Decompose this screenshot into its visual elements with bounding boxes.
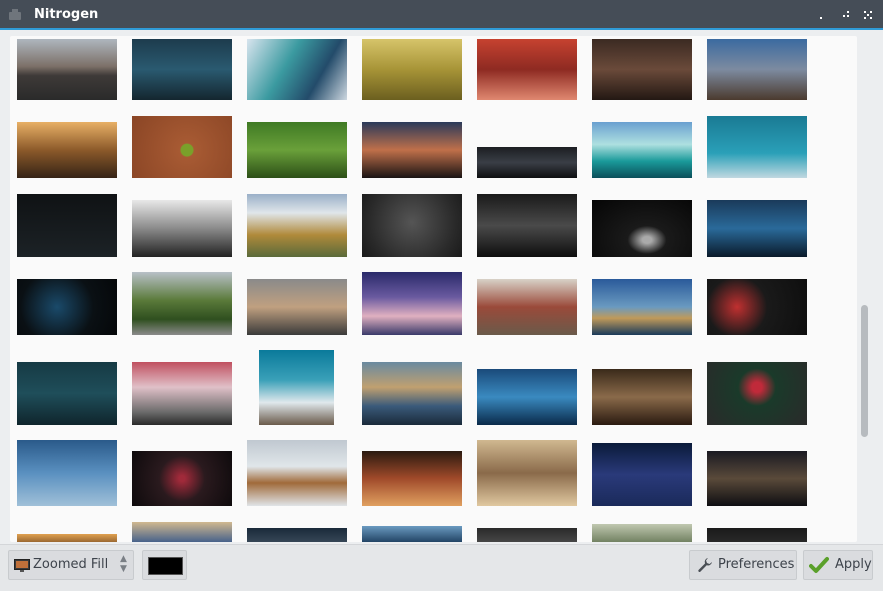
wallpaper-thumbnail-blue-forest[interactable] (132, 39, 232, 100)
wallpaper-thumbnail-dark-logo-blue[interactable] (17, 279, 117, 335)
wallpaper-thumbnail-blue-skyline[interactable] (477, 369, 577, 425)
wallpaper-thumbnail-ubuntu-dark[interactable] (17, 194, 117, 257)
wallpaper-thumbnail-partial-globe[interactable] (132, 522, 232, 542)
wrench-icon (698, 558, 712, 573)
fill-mode-select[interactable]: Zoomed Fill ▲ ▼ (8, 550, 134, 580)
close-icon[interactable] (862, 9, 874, 21)
wallpaper-thumbnail-anime-quote[interactable] (707, 116, 807, 178)
checkmark-icon (809, 557, 829, 573)
color-swatch (148, 557, 183, 575)
wallpaper-thumbnail-red-autumn-trees[interactable] (477, 39, 577, 100)
wallpaper-thumbnail-golden-grass[interactable] (362, 39, 462, 100)
wallpaper-thumbnail-partial-dark3[interactable] (707, 528, 807, 542)
wallpaper-thumbnail-winter-forest[interactable] (247, 440, 347, 506)
scrollbar-track[interactable] (858, 36, 872, 542)
scrollbar-thumb[interactable] (861, 305, 868, 437)
wallpaper-thumbnail-gun-table[interactable] (477, 279, 577, 335)
wallpaper-thumbnail-pug[interactable] (247, 279, 347, 335)
background-color-button[interactable] (142, 550, 187, 580)
preferences-button[interactable]: Preferences (689, 550, 797, 580)
wallpaper-thumbnail-husky-ice[interactable] (17, 440, 117, 506)
wallpaper-thumbnail-city-street[interactable] (707, 451, 807, 506)
wallpaper-thumbnail-dark-flowers[interactable] (132, 451, 232, 506)
wallpaper-thumbnail-bw-woman[interactable] (132, 200, 232, 257)
wallpaper-thumbnail-anime-girl-teal[interactable] (247, 39, 347, 100)
wallpaper-thumbnail-road-mountains[interactable] (17, 39, 117, 100)
wallpaper-thumbnail-world-flags[interactable] (707, 279, 807, 335)
apply-label: Apply (835, 557, 872, 572)
wallpaper-thumbnail-blue-city-dusk[interactable] (707, 39, 807, 100)
monitor-icon (14, 559, 30, 572)
wallpaper-thumbnail-dark-car[interactable] (477, 147, 577, 178)
wallpaper-thumbnail-theater-room[interactable] (592, 369, 692, 425)
wallpaper-thumbnail-pink-tree-path[interactable] (132, 362, 232, 425)
wallpaper-thumbnail-city-harbor[interactable] (592, 279, 692, 335)
title-bar[interactable]: Nitrogen (0, 0, 883, 30)
wallpaper-thumbnail-city-reflection[interactable] (592, 443, 692, 506)
wallpaper-thumbnail-dark-car-light[interactable] (592, 200, 692, 257)
app-icon (9, 9, 21, 20)
minimize-icon[interactable] (815, 9, 827, 21)
wallpaper-thumbnail-couple-sunset[interactable] (362, 122, 462, 178)
wallpaper-thumbnail-partial-dark1[interactable] (247, 528, 347, 542)
wallpaper-thumbnail-green-anime[interactable] (707, 362, 807, 425)
wallpaper-grid (10, 36, 857, 542)
maximize-icon[interactable] (840, 9, 852, 21)
wallpaper-thumbnail-partial-blue[interactable] (362, 526, 462, 542)
select-arrows-icon: ▲ ▼ (120, 554, 127, 574)
wallpaper-thumbnail-big-tree-road[interactable] (132, 272, 232, 335)
apply-button[interactable]: Apply (803, 550, 873, 580)
wallpaper-thumbnail-tropical-lake[interactable] (592, 122, 692, 178)
wallpaper-thumbnail-green-frog[interactable] (247, 122, 347, 178)
wallpaper-thumbnail-man-in-room[interactable] (592, 39, 692, 100)
wallpaper-thumbnail-desert-fog[interactable] (477, 440, 577, 506)
wallpaper-thumbnail-city-clouds[interactable] (362, 272, 462, 335)
wallpaper-thumbnail-grey-gradient[interactable] (362, 194, 462, 257)
wallpaper-thumbnail-red-forest[interactable] (362, 451, 462, 506)
wallpaper-thumbnail-mountain-snow[interactable] (259, 350, 334, 425)
wallpaper-thumbnail-partial-orange[interactable] (17, 534, 117, 542)
wallpaper-thumbnail-autumn-valley[interactable] (247, 194, 347, 257)
preferences-label: Preferences (718, 557, 795, 572)
wallpaper-thumbnail-sunset-bridge[interactable] (17, 122, 117, 178)
window-title: Nitrogen (34, 7, 99, 22)
wallpaper-thumbnail-blue-lamp-tree[interactable] (707, 200, 807, 257)
fill-mode-label: Zoomed Fill (33, 557, 109, 572)
wallpaper-thumbnail-partial-light[interactable] (592, 524, 692, 542)
wallpaper-thumbnail-leather-pea[interactable] (132, 116, 232, 178)
wallpaper-thumbnail-night-street[interactable] (477, 194, 577, 257)
wallpaper-thumbnail-ubuntu-mesh[interactable] (17, 362, 117, 425)
wallpaper-thumbnail-bridge-lake[interactable] (362, 362, 462, 425)
wallpaper-thumbnail-partial-dark2[interactable] (477, 528, 577, 542)
